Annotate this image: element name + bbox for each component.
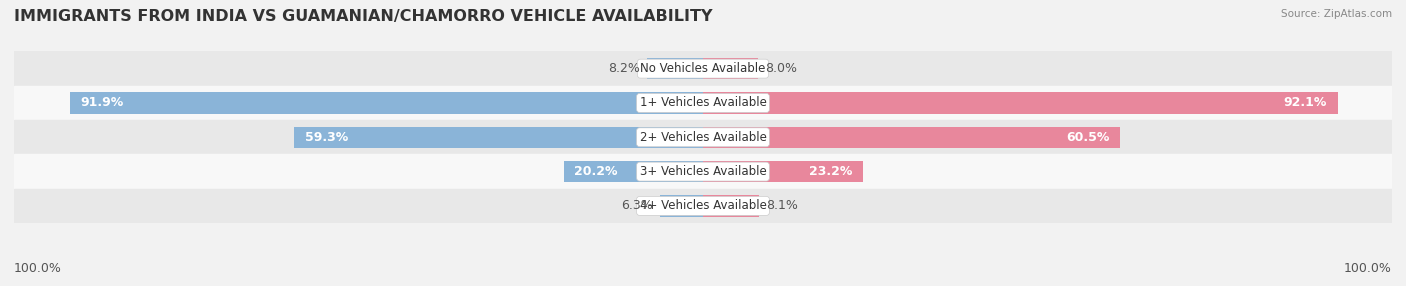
- Bar: [703, 127, 1119, 148]
- Bar: [70, 92, 703, 114]
- Text: 91.9%: 91.9%: [80, 96, 124, 110]
- Bar: [14, 120, 1392, 154]
- Bar: [659, 195, 703, 217]
- Text: 8.1%: 8.1%: [766, 199, 797, 212]
- Text: 23.2%: 23.2%: [808, 165, 852, 178]
- Bar: [703, 92, 1337, 114]
- Text: No Vehicles Available: No Vehicles Available: [640, 62, 766, 75]
- Bar: [14, 154, 1392, 189]
- Text: 59.3%: 59.3%: [305, 131, 349, 144]
- Text: 6.3%: 6.3%: [621, 199, 652, 212]
- Bar: [703, 58, 758, 79]
- Bar: [564, 161, 703, 182]
- Text: 92.1%: 92.1%: [1284, 96, 1327, 110]
- Bar: [14, 189, 1392, 223]
- Text: 3+ Vehicles Available: 3+ Vehicles Available: [640, 165, 766, 178]
- Text: 2+ Vehicles Available: 2+ Vehicles Available: [640, 131, 766, 144]
- Text: IMMIGRANTS FROM INDIA VS GUAMANIAN/CHAMORRO VEHICLE AVAILABILITY: IMMIGRANTS FROM INDIA VS GUAMANIAN/CHAMO…: [14, 9, 713, 23]
- Text: 8.0%: 8.0%: [765, 62, 797, 75]
- Text: 60.5%: 60.5%: [1066, 131, 1109, 144]
- Bar: [14, 86, 1392, 120]
- Text: 8.2%: 8.2%: [607, 62, 640, 75]
- Bar: [647, 58, 703, 79]
- Bar: [703, 161, 863, 182]
- Text: Source: ZipAtlas.com: Source: ZipAtlas.com: [1281, 9, 1392, 19]
- Bar: [294, 127, 703, 148]
- Text: 100.0%: 100.0%: [1344, 262, 1392, 275]
- Text: 20.2%: 20.2%: [574, 165, 617, 178]
- Text: 100.0%: 100.0%: [14, 262, 62, 275]
- Bar: [14, 51, 1392, 86]
- Bar: [703, 195, 759, 217]
- Text: 4+ Vehicles Available: 4+ Vehicles Available: [640, 199, 766, 212]
- Text: 1+ Vehicles Available: 1+ Vehicles Available: [640, 96, 766, 110]
